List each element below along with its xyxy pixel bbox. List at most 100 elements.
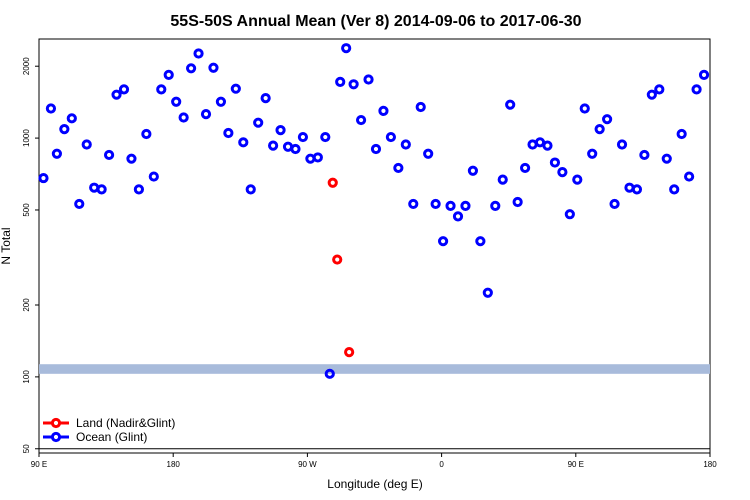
point-ocean-glint <box>156 84 167 95</box>
point-ocean-glint <box>45 103 57 114</box>
point-ocean-glint <box>408 198 419 210</box>
point-ocean-glint <box>193 48 204 59</box>
point-ocean-glint <box>542 140 553 151</box>
plot-frame <box>38 38 711 454</box>
reference-band <box>39 364 710 374</box>
legend-marker <box>50 431 62 443</box>
point-ocean-glint <box>238 137 249 148</box>
point-ocean-glint <box>646 89 657 100</box>
point-ocean-glint <box>587 148 598 159</box>
point-ocean-glint <box>437 236 449 247</box>
point-ocean-glint <box>185 63 197 74</box>
y-tick-label: 2000 <box>22 57 31 75</box>
point-ocean-glint <box>245 184 256 195</box>
point-ocean-glint <box>460 200 471 212</box>
point-ocean-glint <box>355 114 367 126</box>
point-ocean-glint <box>335 76 346 87</box>
point-ocean-glint <box>59 124 70 135</box>
point-land-nadir-glint <box>344 346 355 358</box>
point-ocean-glint <box>497 174 508 185</box>
point-ocean-glint <box>505 99 516 110</box>
x-tick-label: 0 <box>439 460 444 469</box>
point-ocean-glint <box>348 79 359 90</box>
point-ocean-glint <box>118 84 130 95</box>
point-ocean-glint <box>475 236 486 247</box>
y-axis: 50 100 200 500 1000 2000 <box>22 57 39 453</box>
point-ocean-glint <box>126 153 137 164</box>
x-tick-label: 90 E <box>31 460 47 469</box>
point-ocean-glint <box>171 96 182 107</box>
point-ocean-glint <box>208 62 219 73</box>
point-ocean-glint <box>602 114 613 125</box>
point-ocean-glint <box>482 287 493 298</box>
point-ocean-glint <box>564 209 575 220</box>
point-ocean-glint <box>639 149 650 161</box>
point-ocean-glint <box>669 184 680 195</box>
point-ocean-glint <box>178 112 189 123</box>
point-ocean-glint <box>320 131 331 143</box>
point-ocean-glint <box>74 198 85 210</box>
point-ocean-glint <box>452 211 464 222</box>
point-ocean-glint <box>163 69 174 80</box>
point-ocean-glint <box>385 131 397 143</box>
point-ocean-glint <box>579 103 590 114</box>
chart-title: 55S-50S Annual Mean (Ver 8) 2014-09-06 t… <box>170 13 581 30</box>
point-land-nadir-glint <box>332 254 343 265</box>
point-ocean-glint <box>400 139 411 150</box>
point-ocean-glint <box>133 184 145 195</box>
point-ocean-glint <box>312 152 323 163</box>
point-ocean-glint <box>148 171 159 182</box>
y-tick-label: 50 <box>22 444 31 453</box>
legend: Land (Nadir&Glint)Ocean (Glint) <box>43 416 175 444</box>
point-land-nadir-glint <box>327 177 338 188</box>
point-ocean-glint <box>423 148 434 159</box>
legend-label: Ocean (Glint) <box>76 430 147 444</box>
band-layer <box>39 364 710 374</box>
point-ocean-glint <box>111 89 122 100</box>
point-ocean-glint <box>676 128 687 140</box>
point-ocean-glint <box>290 143 301 155</box>
point-ocean-glint <box>341 43 352 54</box>
point-ocean-glint <box>66 113 77 124</box>
point-ocean-glint <box>698 69 710 80</box>
point-ocean-glint <box>549 157 561 168</box>
point-ocean-glint <box>691 84 702 95</box>
point-ocean-glint <box>684 171 695 182</box>
point-ocean-glint <box>260 93 271 104</box>
x-tick-label: 90 E <box>568 460 584 469</box>
x-axis-label: Longitude (deg E) <box>327 477 422 491</box>
x-tick-label: 90 W <box>298 460 317 469</box>
point-ocean-glint <box>654 84 665 95</box>
x-tick-label: 180 <box>167 460 181 469</box>
point-ocean-glint <box>631 184 643 195</box>
y-tick-label: 1000 <box>22 129 31 147</box>
point-ocean-glint <box>223 127 234 139</box>
point-ocean-glint <box>594 124 605 135</box>
point-ocean-glint <box>275 125 286 136</box>
point-ocean-glint <box>96 184 107 195</box>
point-ocean-glint <box>268 140 279 151</box>
x-tick-label: 180 <box>703 460 717 469</box>
legend-marker <box>50 417 62 429</box>
point-ocean-glint <box>616 139 628 150</box>
plot-area <box>38 38 711 454</box>
point-ocean-glint <box>557 167 568 178</box>
point-ocean-glint <box>490 200 501 212</box>
point-ocean-glint <box>81 139 92 150</box>
point-ocean-glint <box>200 109 212 120</box>
point-ocean-glint <box>51 148 62 159</box>
point-ocean-glint <box>215 96 227 107</box>
point-ocean-glint <box>430 198 441 210</box>
point-ocean-glint <box>520 162 531 174</box>
point-ocean-glint <box>661 153 672 164</box>
point-ocean-glint <box>38 172 49 184</box>
point-ocean-glint <box>393 162 404 174</box>
point-ocean-glint <box>297 131 309 143</box>
legend-label: Land (Nadir&Glint) <box>76 416 175 430</box>
point-ocean-glint <box>363 74 374 85</box>
point-ocean-glint <box>609 198 620 210</box>
point-ocean-glint <box>324 368 335 379</box>
point-ocean-glint <box>253 117 264 128</box>
y-axis-label: N Total <box>0 227 13 264</box>
